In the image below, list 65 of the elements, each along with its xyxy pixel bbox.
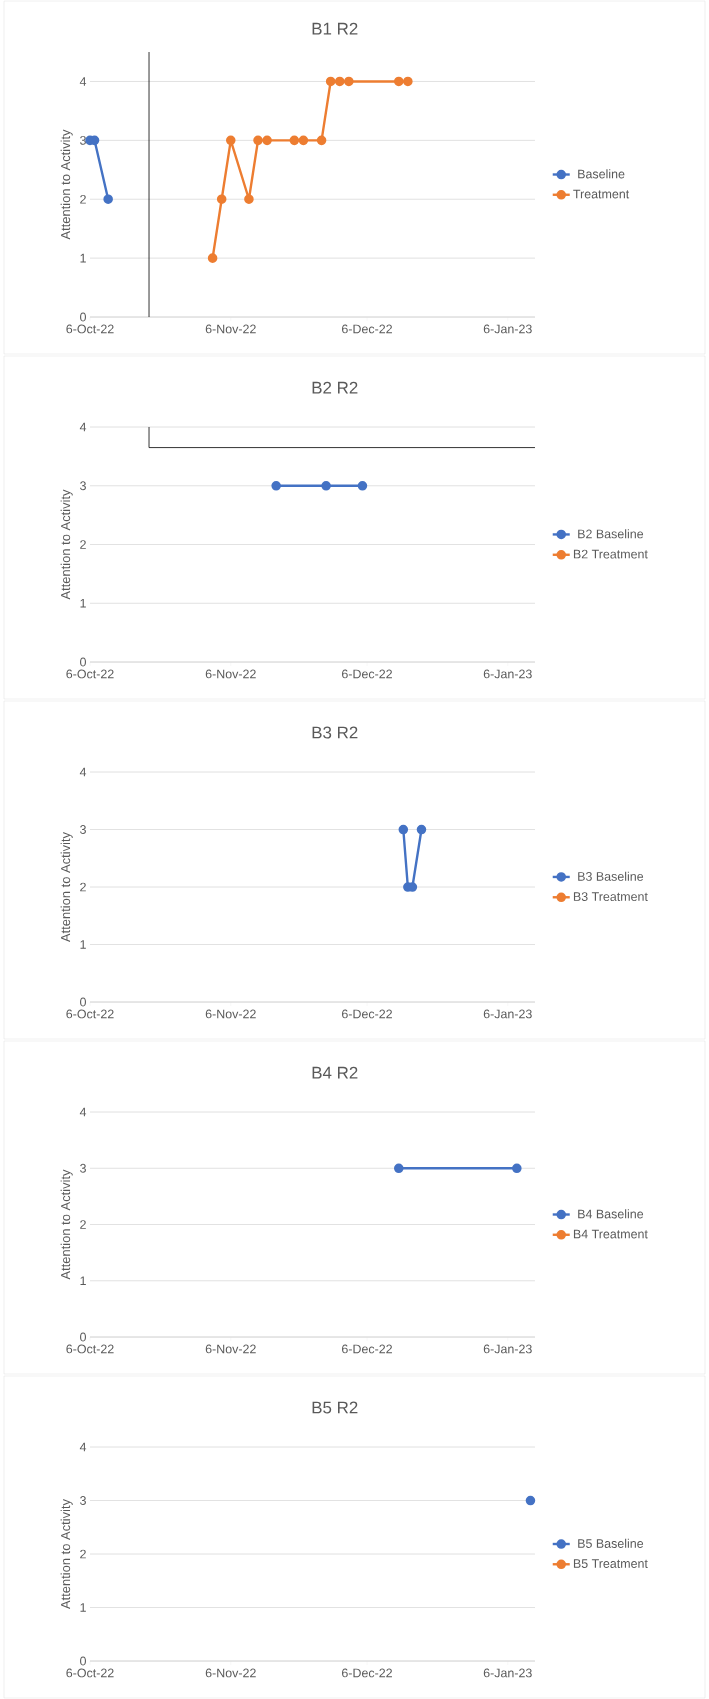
chart-title: B5 R2 xyxy=(312,1401,358,1414)
y-tick-label: 4 xyxy=(79,422,87,432)
y-tick-label: 2 xyxy=(80,540,86,549)
x-tick-label: 6-Jan-23 xyxy=(483,1344,532,1354)
y-tick-label: 4 xyxy=(79,767,87,777)
legend-label: B3 Treatment xyxy=(573,892,648,901)
legend-label: B2 Baseline xyxy=(578,529,644,539)
y-tick-label: 4 xyxy=(79,1442,87,1452)
y-axis-title: Attention to Activity xyxy=(60,1169,73,1280)
y-tick-label: 0 xyxy=(80,1332,86,1342)
x-tick-label: 6-Nov-22 xyxy=(205,324,256,334)
chart-title: B3 R2 xyxy=(312,726,358,739)
y-axis-title: Attention to Activity xyxy=(60,1498,73,1610)
x-tick-label: 6-Jan-23 xyxy=(483,324,532,334)
x-tick-label: 6-Jan-23 xyxy=(483,669,532,679)
y-tick-label: 0 xyxy=(80,312,86,322)
x-tick-label: 6-Nov-22 xyxy=(205,1009,256,1019)
legend-label: B2 Treatment xyxy=(573,549,648,559)
y-tick-label: 2 xyxy=(80,194,86,204)
y-tick-label: 1 xyxy=(80,1603,86,1612)
y-tick-label: 1 xyxy=(80,1276,86,1286)
y-axis-title: Attention to Activity xyxy=(60,831,73,943)
x-tick-label: 6-Dec-22 xyxy=(342,1344,392,1354)
chart-title: B1 R2 xyxy=(312,22,358,35)
legend-label: B5 Baseline xyxy=(578,1538,644,1548)
y-tick-label: 1 xyxy=(80,940,86,949)
x-tick-label: 6-Oct-22 xyxy=(66,324,114,334)
x-tick-label: 6-Oct-22 xyxy=(66,1009,114,1019)
y-tick-label: 2 xyxy=(80,1220,86,1229)
x-tick-label: 6-Oct-22 xyxy=(66,1344,114,1354)
x-tick-label: 6-Nov-22 xyxy=(205,1668,256,1678)
y-tick-label: 0 xyxy=(80,657,86,667)
legend-label: B4 Baseline xyxy=(578,1209,644,1219)
y-tick-label: 0 xyxy=(80,997,86,1007)
y-tick-label: 3 xyxy=(80,1496,86,1505)
chart-title: B4 R2 xyxy=(312,1066,358,1079)
legend-label: Treatment xyxy=(573,189,630,199)
y-tick-label: 1 xyxy=(80,598,86,608)
chart-title: B2 R2 xyxy=(312,381,358,394)
x-tick-label: 6-Dec-22 xyxy=(342,1009,392,1019)
x-tick-label: 6-Dec-22 xyxy=(342,324,392,334)
legend-label: Baseline xyxy=(578,169,625,179)
x-tick-label: 6-Jan-23 xyxy=(483,1668,532,1678)
y-axis-title: Attention to Activity xyxy=(60,129,73,240)
x-tick-label: 6-Dec-22 xyxy=(342,669,392,679)
y-tick-label: 2 xyxy=(80,1549,86,1559)
y-tick-label: 3 xyxy=(80,135,86,145)
legend-label: B5 Treatment xyxy=(573,1559,648,1568)
y-tick-label: 3 xyxy=(80,481,86,491)
y-tick-label: 4 xyxy=(79,77,87,86)
legend-label: B3 Baseline xyxy=(578,871,644,881)
y-tick-label: 3 xyxy=(80,825,86,834)
y-tick-label: 1 xyxy=(80,253,86,263)
x-tick-label: 6-Dec-22 xyxy=(342,1668,392,1678)
x-tick-label: 6-Oct-22 xyxy=(66,1668,114,1678)
y-axis-title: Attention to Activity xyxy=(60,489,73,600)
legend-label: B4 Treatment xyxy=(573,1229,648,1239)
x-tick-label: 6-Jan-23 xyxy=(483,1009,532,1019)
x-tick-label: 6-Nov-22 xyxy=(205,669,256,679)
y-tick-label: 4 xyxy=(79,1107,87,1117)
y-tick-label: 0 xyxy=(80,1656,86,1666)
x-tick-label: 6-Nov-22 xyxy=(205,1344,256,1354)
y-tick-label: 3 xyxy=(80,1163,86,1173)
x-tick-label: 6-Oct-22 xyxy=(66,669,114,679)
y-tick-label: 2 xyxy=(80,882,86,892)
